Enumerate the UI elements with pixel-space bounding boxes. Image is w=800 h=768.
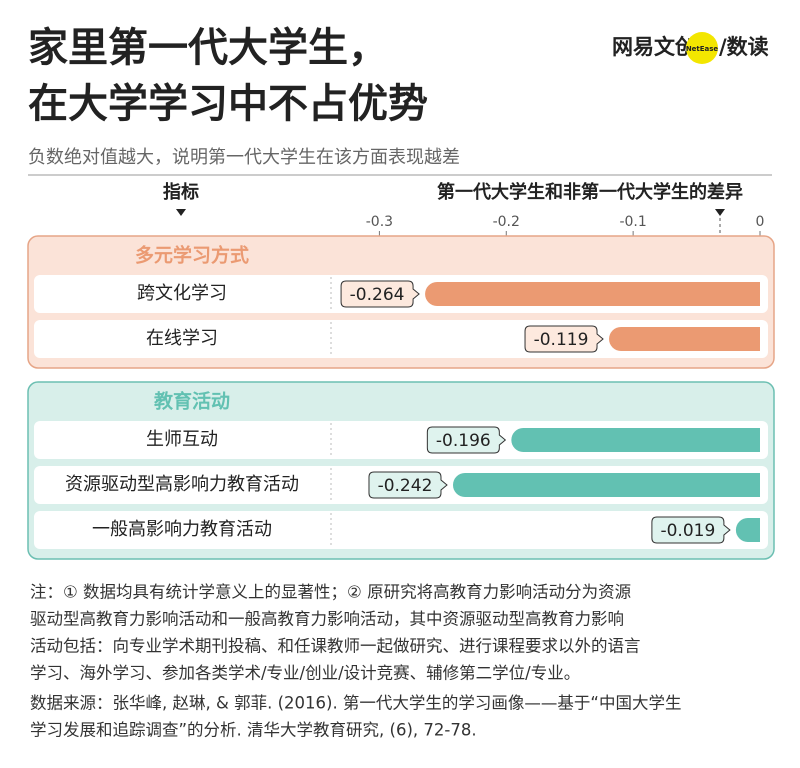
value-label-box [651,516,731,544]
subtitle: 负数绝对值越大，说明第一代大学生在该方面表现越差 [28,147,460,168]
source-line: 学习发展和追踪调查”的分析. 清华大学教育研究, (6), 72-78. [30,721,477,740]
category-label: 跨文化学习 [137,283,227,304]
row [34,511,768,549]
value-label: -0.242 [378,476,433,496]
title-line: 在大学学习中不占优势 [28,81,428,127]
category-label: 一般高影响力教育活动 [92,519,272,540]
pointer [176,209,186,216]
value-label-box [524,325,604,353]
value-label: -0.264 [350,285,405,305]
category-label: 在线学习 [146,328,218,349]
category-label: 资源驱动型高影响力教育活动 [65,474,299,495]
value-label-box [368,471,448,499]
logo-text: /数读 [719,35,769,59]
x-tick-label: -0.2 [493,214,520,230]
title-line: 家里第一代大学生， [28,25,388,71]
axis-title: 第一代大学生和非第一代大学生的差异 [437,181,743,203]
pointer [715,209,725,216]
logo-circle [686,32,718,64]
value-label-box [340,280,420,308]
note-line: 活动包括：向专业学术期刊投稿、和任课教师一起做研究、进行课程要求以外的语言 [30,637,641,656]
x-tick-label: -0.1 [619,214,646,230]
group-title: 教育活动 [154,390,230,413]
logo-text: NetEase [686,45,719,53]
value-label: -0.119 [534,330,589,350]
bar [511,428,760,452]
bar [425,282,760,306]
note-line: 学习、海外学习、参加各类学术/专业/创业/设计竞赛、辅修第二学位/专业。 [30,663,580,683]
note-line: 注：① 数据均具有统计学意义上的显著性；② 原研究将高教育力影响活动分为资源 [30,583,631,602]
note-line: 驱动型高教育力影响活动和一般高教育力影响活动，其中资源驱动型高教育力影响 [30,610,624,629]
category-label: 生师互动 [146,429,218,450]
group-title: 多元学习方式 [135,244,249,267]
logo-text: 网易文创 [612,35,696,59]
value-label-box [426,426,507,454]
bar [735,518,760,542]
value-label: -0.196 [436,431,491,451]
value-label: -0.019 [660,521,715,541]
category-header: 指标 [163,181,199,203]
x-tick-label: -0.3 [366,214,393,230]
source-line: 数据来源：张华峰, 赵琳, & 郭菲. (2016). 第一代大学生的学习画像—… [30,694,681,713]
x-tick-label: 0 [756,214,765,230]
bar [609,327,760,351]
bar [452,473,760,497]
